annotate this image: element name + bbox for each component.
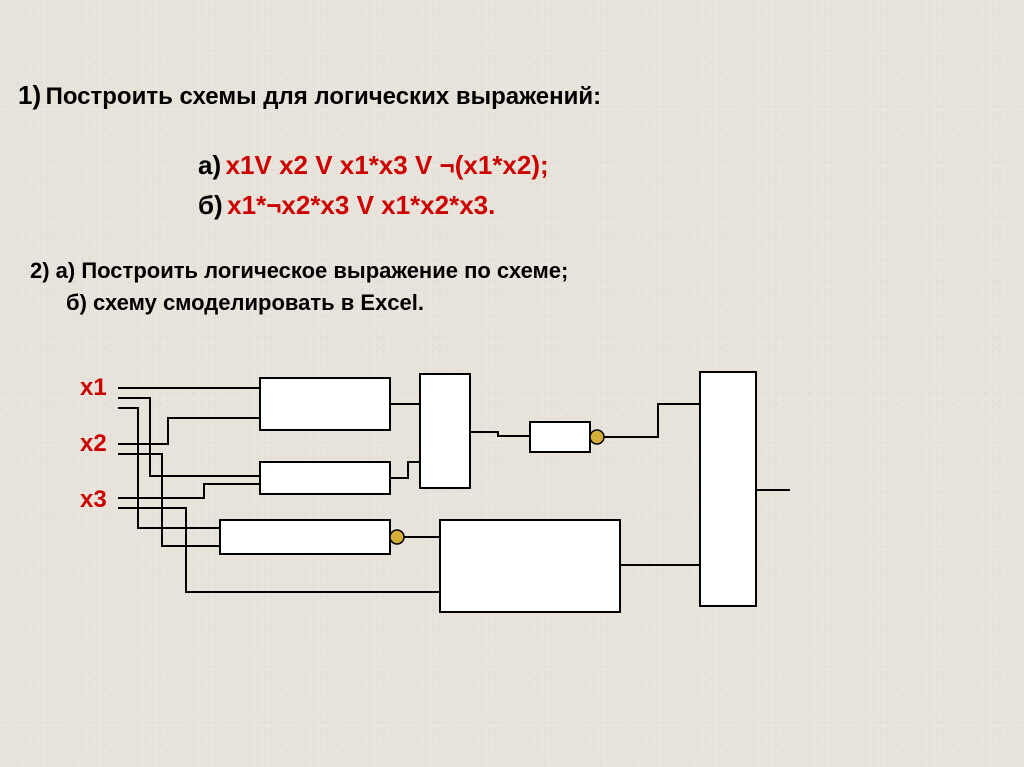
logic-circuit-diagram	[0, 0, 1024, 767]
